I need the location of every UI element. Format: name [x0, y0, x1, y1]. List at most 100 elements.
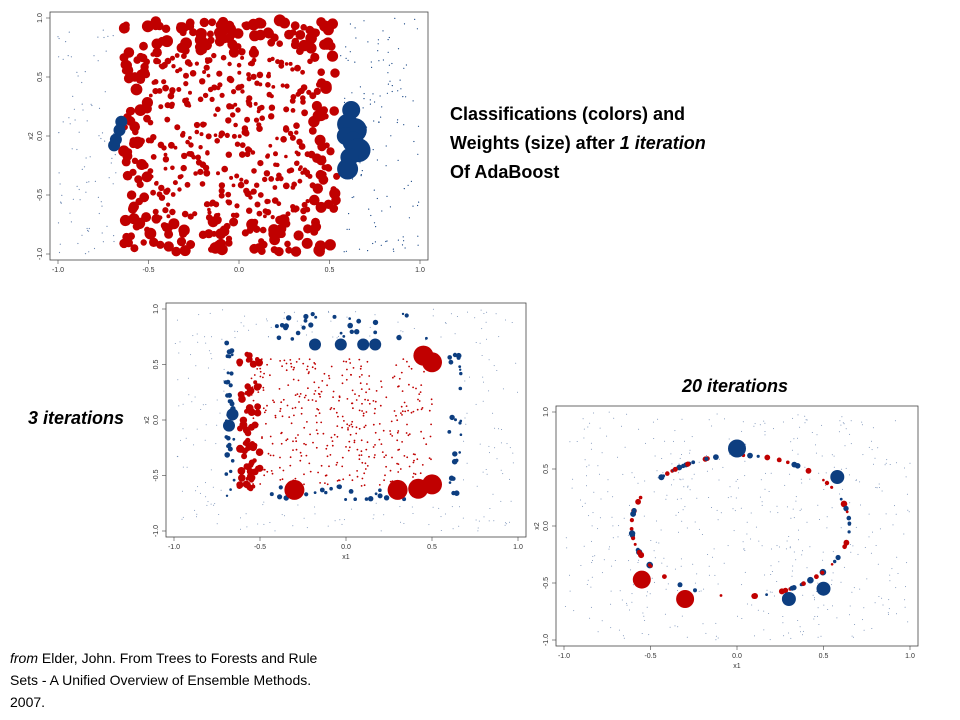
- small-point: [737, 615, 738, 617]
- blue-point: [807, 576, 814, 584]
- small-point: [718, 458, 720, 460]
- small-point: [58, 37, 60, 40]
- small-point: [515, 362, 517, 364]
- small-point: [797, 453, 799, 455]
- red-point: [155, 21, 164, 31]
- small-point: [179, 341, 181, 343]
- small-point: [475, 403, 477, 405]
- red-point: [193, 171, 198, 176]
- small-point: [643, 515, 645, 517]
- red-point: [380, 386, 383, 388]
- small-point: [187, 377, 189, 379]
- caption-line-2-prefix: Weights (size) after: [450, 133, 620, 153]
- small-point: [452, 528, 454, 530]
- red-point: [245, 357, 251, 363]
- small-point: [373, 189, 375, 191]
- blue-point: [459, 433, 463, 436]
- small-point: [759, 496, 761, 498]
- small-point: [614, 560, 616, 561]
- small-point: [875, 545, 877, 546]
- small-point: [266, 320, 268, 322]
- red-point: [400, 371, 403, 374]
- blue-point: [313, 491, 317, 494]
- small-point: [757, 609, 759, 611]
- small-point: [845, 467, 847, 469]
- small-point: [403, 188, 405, 190]
- small-point: [440, 516, 442, 518]
- small-point: [687, 485, 689, 487]
- red-point: [254, 201, 261, 208]
- small-point: [607, 479, 609, 481]
- small-point: [500, 469, 502, 471]
- small-point: [591, 576, 593, 578]
- small-point: [86, 181, 88, 183]
- small-point: [341, 523, 343, 525]
- red-point: [274, 414, 277, 417]
- red-point: [229, 104, 235, 110]
- small-point: [363, 98, 365, 100]
- small-point: [826, 527, 828, 529]
- small-point: [849, 544, 851, 545]
- red-point: [158, 215, 163, 220]
- red-point: [320, 390, 323, 393]
- red-point: [351, 389, 354, 392]
- red-point: [383, 479, 385, 482]
- red-point: [246, 352, 253, 359]
- small-point: [85, 157, 87, 159]
- red-point: [330, 407, 333, 409]
- small-point: [815, 444, 816, 446]
- small-point: [379, 95, 381, 97]
- red-point: [306, 421, 308, 423]
- small-point: [402, 236, 404, 238]
- scatter-plot-iter1: -1.0 -0.5 0.0 0.5 1.0-1.0-0.50.00.51.0x2: [28, 11, 429, 274]
- red-large-point: [284, 479, 305, 500]
- red-point: [310, 28, 317, 35]
- small-point: [754, 635, 755, 637]
- red-point: [199, 132, 204, 137]
- red-point: [294, 437, 297, 439]
- small-point: [416, 28, 418, 30]
- small-point: [861, 421, 863, 423]
- small-point: [717, 583, 719, 585]
- red-point: [149, 237, 159, 247]
- small-point: [638, 428, 640, 430]
- small-point: [750, 512, 752, 514]
- red-point: [191, 154, 196, 160]
- small-point: [674, 430, 676, 432]
- red-point: [363, 426, 366, 429]
- small-point: [300, 324, 302, 326]
- small-point: [671, 484, 672, 486]
- small-point: [355, 311, 357, 313]
- small-point: [65, 41, 67, 43]
- red-point: [287, 130, 294, 137]
- red-point: [156, 88, 163, 94]
- red-point: [389, 430, 391, 432]
- small-point: [211, 358, 213, 360]
- red-point: [820, 570, 825, 575]
- small-point: [414, 18, 416, 20]
- red-point: [292, 440, 294, 443]
- small-point: [717, 637, 719, 639]
- small-point: [84, 253, 87, 255]
- red-point: [368, 375, 371, 377]
- red-point: [246, 218, 258, 231]
- red-point: [287, 384, 290, 386]
- red-point: [245, 447, 250, 452]
- red-point: [416, 458, 419, 461]
- red-point: [355, 399, 358, 401]
- small-point: [788, 536, 790, 537]
- red-point: [225, 151, 232, 158]
- red-point: [259, 226, 267, 234]
- red-point: [629, 527, 634, 531]
- small-point: [816, 434, 818, 436]
- red-point: [359, 367, 362, 370]
- red-point: [213, 133, 218, 137]
- small-point: [805, 419, 807, 421]
- red-point: [291, 181, 298, 188]
- small-point: [210, 469, 212, 471]
- blue-point: [693, 588, 697, 593]
- red-point: [164, 229, 174, 239]
- small-point: [417, 125, 420, 127]
- red-point: [778, 588, 785, 595]
- red-point: [297, 379, 300, 382]
